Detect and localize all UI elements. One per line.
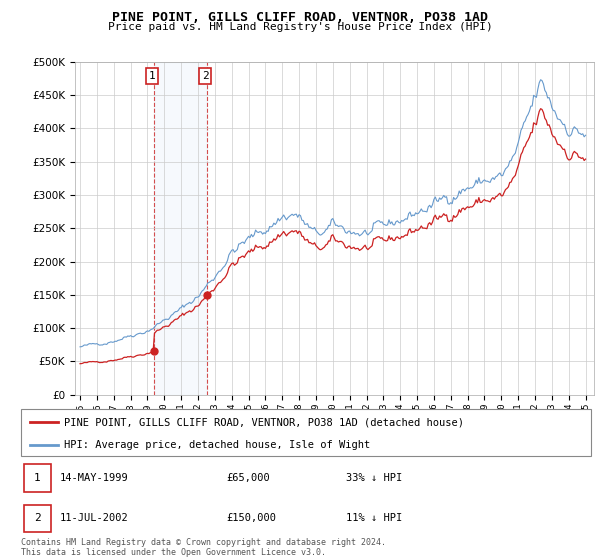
Bar [154, 62, 207, 395]
FancyBboxPatch shape [21, 409, 591, 456]
Text: PINE POINT, GILLS CLIFF ROAD, VENTNOR, PO38 1AD (detached house): PINE POINT, GILLS CLIFF ROAD, VENTNOR, P… [64, 417, 464, 427]
Text: HPI: Average price, detached house, Isle of Wight: HPI: Average price, detached house, Isle… [64, 440, 370, 450]
Text: Contains HM Land Registry data © Crown copyright and database right 2024.
This d: Contains HM Land Registry data © Crown c… [21, 538, 386, 557]
Text: 14-MAY-1999: 14-MAY-1999 [60, 473, 128, 483]
Text: £65,000: £65,000 [226, 473, 270, 483]
Text: 2: 2 [34, 514, 41, 524]
Text: 11-JUL-2002: 11-JUL-2002 [60, 514, 128, 524]
Text: 2: 2 [202, 71, 209, 81]
Text: 1: 1 [149, 71, 155, 81]
FancyBboxPatch shape [24, 464, 51, 492]
Text: 1: 1 [34, 473, 41, 483]
FancyBboxPatch shape [24, 505, 51, 532]
Text: Price paid vs. HM Land Registry's House Price Index (HPI): Price paid vs. HM Land Registry's House … [107, 22, 493, 32]
Text: £150,000: £150,000 [226, 514, 276, 524]
Text: 33% ↓ HPI: 33% ↓ HPI [346, 473, 402, 483]
Text: 11% ↓ HPI: 11% ↓ HPI [346, 514, 402, 524]
Text: PINE POINT, GILLS CLIFF ROAD, VENTNOR, PO38 1AD: PINE POINT, GILLS CLIFF ROAD, VENTNOR, P… [112, 11, 488, 24]
